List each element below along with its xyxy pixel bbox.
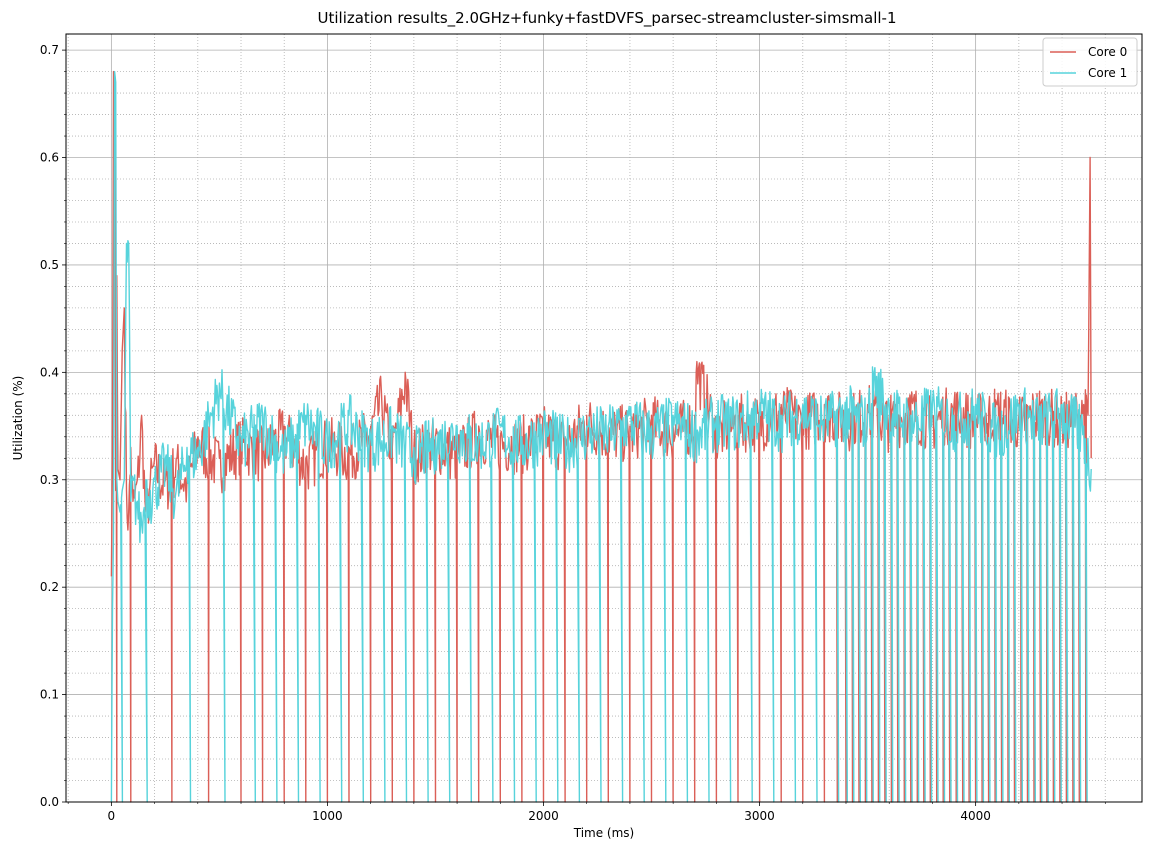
x-tick-label: 0	[108, 809, 116, 823]
y-axis-label: Utilization (%)	[11, 376, 25, 461]
y-axis: 0.0 0.1 0.2 0.3 0.4 0.5 0.6 0.7	[40, 43, 66, 809]
x-tick-label: 3000	[744, 809, 775, 823]
x-tick-label: 1000	[312, 809, 343, 823]
plot-frame	[65, 33, 1143, 803]
y-tick-label: 0.4	[40, 365, 59, 379]
x-axis-label: Time (ms)	[573, 826, 635, 840]
x-tick-label: 2000	[528, 809, 559, 823]
y-tick-label: 0.0	[40, 795, 59, 809]
y-tick-label: 0.3	[40, 473, 59, 487]
legend: Core 0 Core 1	[1042, 37, 1138, 87]
legend-label: Core 0	[1088, 45, 1127, 59]
legend-box	[1042, 37, 1138, 87]
y-tick-label: 0.7	[40, 43, 59, 57]
series-layer	[110, 70, 1092, 803]
series-line-core-1	[110, 70, 1092, 803]
legend-label: Core 1	[1088, 66, 1127, 80]
x-axis: 0 1000 2000 3000 4000	[67, 802, 1106, 823]
chart-title: Utilization results_2.0GHz+funky+fastDVF…	[318, 9, 897, 28]
y-tick-label: 0.5	[40, 258, 59, 272]
y-tick-label: 0.1	[40, 688, 59, 702]
x-tick-label: 4000	[960, 809, 991, 823]
y-tick-label: 0.6	[40, 151, 59, 165]
y-tick-label: 0.2	[40, 580, 59, 594]
